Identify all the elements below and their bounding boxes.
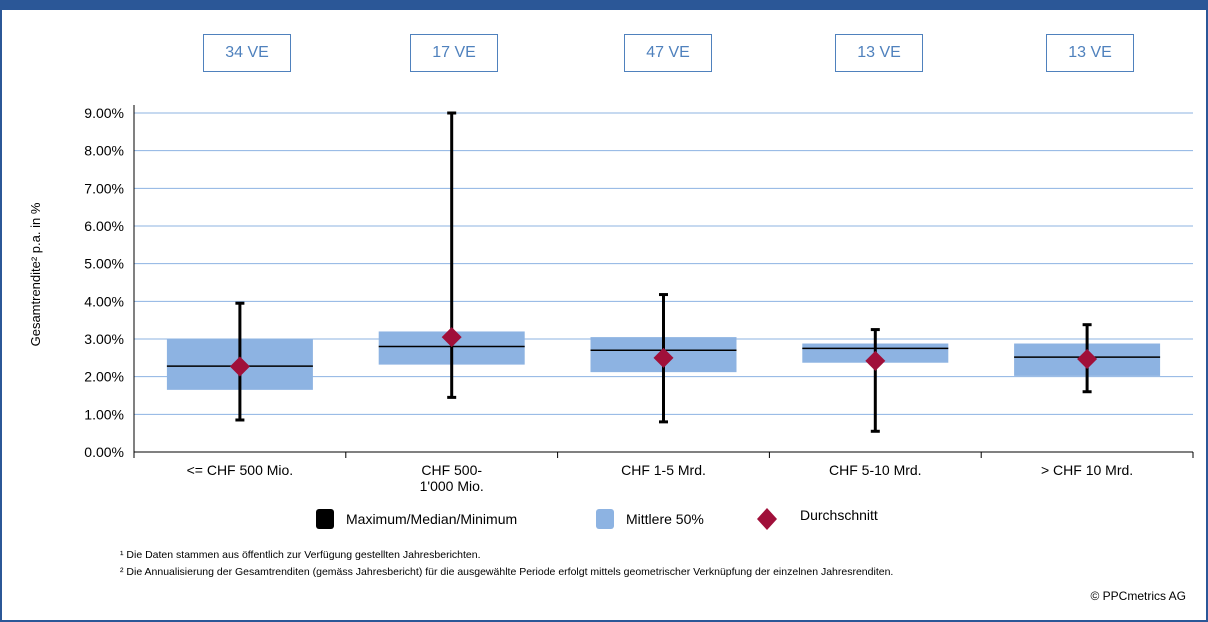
y-tick-label: 4.00% xyxy=(84,293,124,309)
legend-swatch-iqr xyxy=(596,509,614,529)
count-box-5: 13 VE xyxy=(1046,34,1134,72)
y-tick-label: 6.00% xyxy=(84,218,124,234)
copyright: © PPCmetrics AG xyxy=(1090,589,1186,603)
footnote-1: ¹ Die Daten stammen aus öffentlich zur V… xyxy=(120,549,481,561)
legend-swatch-average xyxy=(757,508,777,530)
count-box-4: 13 VE xyxy=(835,34,923,72)
y-tick-label: 5.00% xyxy=(84,256,124,272)
footnote-2: ² Die Annualisierung der Gesamtrenditen … xyxy=(120,566,894,578)
legend-label-iqr: Mittlere 50% xyxy=(626,511,704,527)
average-marker xyxy=(865,350,886,371)
count-box-2: 17 VE xyxy=(410,34,498,72)
y-tick-label: 3.00% xyxy=(84,331,124,347)
y-axis-label: Gesamtrendite² p.a. in % xyxy=(28,202,43,346)
x-tick-label: CHF 5-10 Mrd. xyxy=(829,462,922,478)
legend-label-minmax: Maximum/Median/Minimum xyxy=(346,511,517,527)
x-tick-label: <= CHF 500 Mio. xyxy=(187,462,294,478)
count-box-3: 47 VE xyxy=(624,34,712,72)
average-marker xyxy=(1077,348,1098,369)
x-tick-label: CHF 1-5 Mrd. xyxy=(621,462,706,478)
y-tick-label: 2.00% xyxy=(84,369,124,385)
y-tick-label: 0.00% xyxy=(84,444,124,460)
average-marker xyxy=(441,327,462,348)
x-tick-label: > CHF 10 Mrd. xyxy=(1041,462,1133,478)
x-tick-label: 1'000 Mio. xyxy=(420,478,484,494)
y-tick-label: 7.00% xyxy=(84,180,124,196)
legend-label-average: Durchschnitt xyxy=(800,507,878,523)
count-box-1: 34 VE xyxy=(203,34,291,72)
average-marker xyxy=(653,347,674,368)
x-tick-label: CHF 500- xyxy=(421,462,482,478)
y-tick-label: 9.00% xyxy=(84,105,124,121)
legend-swatch-minmax xyxy=(316,509,334,529)
y-tick-label: 8.00% xyxy=(84,143,124,159)
y-tick-label: 1.00% xyxy=(84,406,124,422)
top-bar xyxy=(0,0,1208,10)
average-marker xyxy=(229,356,250,377)
